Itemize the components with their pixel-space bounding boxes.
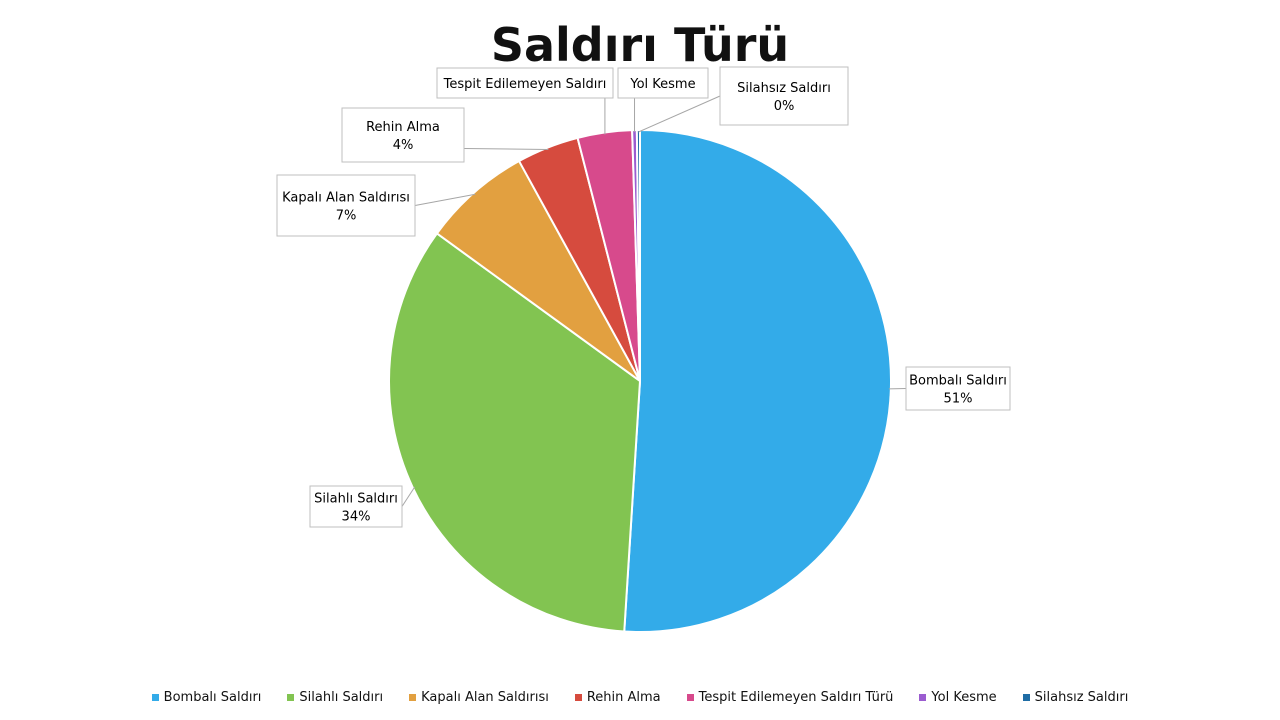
leader-line-3 — [414, 193, 476, 206]
data-label-box-7 — [719, 66, 849, 126]
legend-item-1: Bombalı Saldırı — [151, 690, 262, 705]
legend-swatch — [287, 694, 295, 701]
data-label-box-1 — [905, 366, 1011, 411]
legend-swatch — [686, 694, 694, 701]
data-label-name-6: Yol Kesme — [629, 77, 695, 92]
data-label-name-5: Tespit Edilemeyen Saldırı — [443, 77, 607, 92]
data-label-name-2: Silahlı Saldırı — [314, 492, 398, 507]
legend-label: Rehin Alma — [586, 690, 661, 705]
pie-slice-1 — [623, 128, 892, 633]
pie-slice-3 — [435, 159, 641, 382]
legend-swatch — [1022, 694, 1030, 701]
legend-item-3: Kapalı Alan Saldırısı — [409, 690, 549, 705]
legend-item-2: Silahlı Saldırı — [287, 690, 383, 705]
data-label-value-3: 7% — [336, 209, 357, 224]
leader-line-7 — [638, 95, 721, 133]
leader-line-2 — [401, 486, 416, 507]
data-label-name-3: Kapalı Alan Saldırısı — [282, 191, 410, 206]
data-label-value-4: 4% — [393, 138, 414, 153]
data-label-name-7: Silahsız Saldırı — [737, 81, 831, 96]
pie-slice-7 — [635, 128, 641, 382]
legend-swatch — [151, 694, 159, 701]
data-label-box-2 — [309, 485, 403, 528]
data-label-value-7: 0% — [774, 99, 795, 114]
chart-title: Saldırı Türü — [491, 18, 789, 72]
legend-label: Silahlı Saldırı — [299, 690, 384, 705]
legend-label: Yol Kesme — [931, 690, 997, 705]
data-label-name-1: Bombalı Saldırı — [909, 374, 1007, 389]
legend-item-6: Yol Kesme — [919, 690, 997, 705]
data-label-box-3 — [276, 174, 416, 237]
leader-lines — [401, 95, 907, 507]
data-label-value-2: 34% — [342, 510, 371, 525]
legend-swatch — [574, 694, 582, 701]
legend-item-5: Tespit Edilemeyen Saldırı Türü — [686, 690, 894, 705]
legend-swatch — [409, 694, 417, 701]
legend-label: Tespit Edilemeyen Saldırı Türü — [698, 690, 894, 705]
legend-item-4: Rehin Alma — [574, 690, 661, 705]
data-label-name-4: Rehin Alma — [366, 120, 440, 135]
legend-item-7: Silahsız Saldırı — [1022, 690, 1129, 705]
chart-legend: Bombalı Saldırı Silahlı Saldırı Kapalı Ala… — [0, 690, 1280, 705]
data-label-value-1: 51% — [944, 392, 973, 407]
legend-label: Kapalı Alan Saldırısı — [421, 690, 549, 705]
pie-slice-2 — [388, 232, 642, 633]
data-label-box-4 — [341, 107, 465, 163]
legend-swatch — [919, 694, 927, 701]
pie-slices — [388, 128, 892, 633]
data-label-box-5 — [436, 67, 614, 99]
legend-label: Bombalı Saldırı — [163, 690, 262, 705]
data-label-box-6 — [617, 67, 709, 99]
legend-label: Silahsız Saldırı — [1034, 690, 1129, 705]
leader-line-4 — [463, 148, 549, 150]
data-labels: Bombalı Saldırı 51% Silahlı Saldırı 34% Kapa… — [276, 66, 1011, 528]
